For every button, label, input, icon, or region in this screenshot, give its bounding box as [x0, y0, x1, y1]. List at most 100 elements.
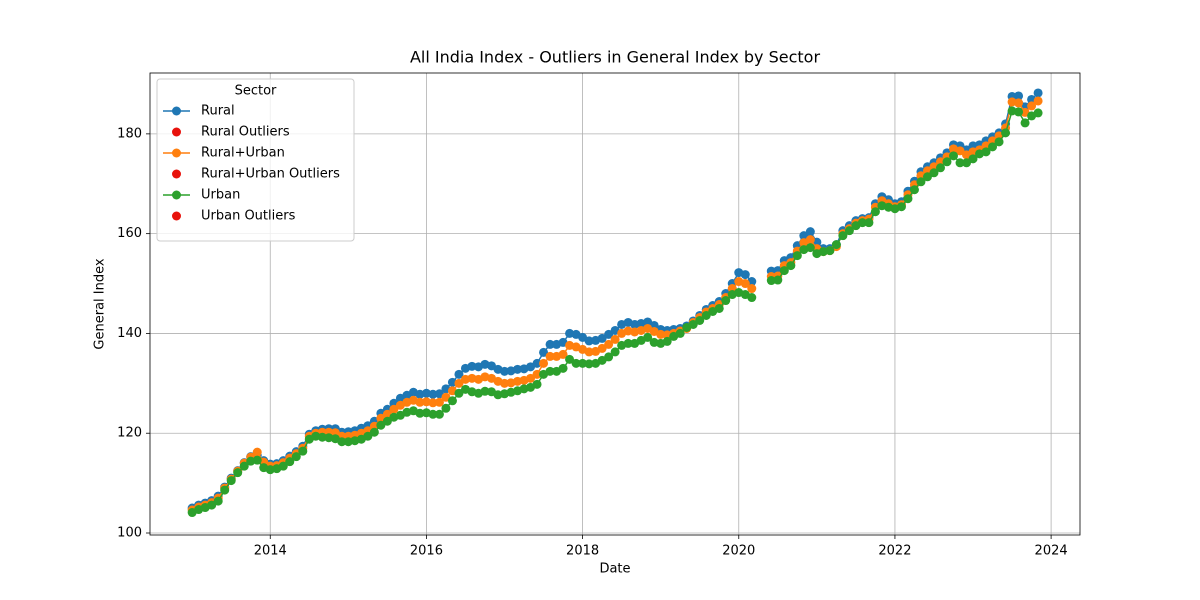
point	[1033, 88, 1043, 98]
point	[805, 235, 815, 245]
point	[949, 151, 959, 161]
point	[740, 279, 750, 289]
point	[207, 500, 217, 510]
point	[285, 457, 295, 467]
point	[226, 476, 236, 486]
point	[792, 251, 802, 261]
point	[1033, 96, 1043, 106]
point	[962, 158, 972, 168]
point	[799, 231, 809, 241]
point	[747, 293, 757, 303]
point	[929, 168, 939, 178]
point	[291, 452, 301, 462]
y-tick-label: 160	[117, 226, 142, 241]
legend-label: Rural Outliers	[201, 125, 290, 140]
point	[1020, 118, 1030, 128]
legend-box	[156, 78, 355, 242]
point	[220, 485, 230, 495]
legend-marker	[172, 190, 181, 200]
point	[415, 408, 425, 418]
legend-marker	[172, 169, 181, 179]
point	[1033, 108, 1043, 118]
point	[981, 147, 991, 157]
point	[740, 270, 750, 280]
legend-label: Urban Outliers	[201, 209, 296, 224]
point	[896, 202, 906, 212]
point	[942, 157, 952, 167]
point	[922, 172, 932, 182]
point	[675, 328, 685, 338]
point	[988, 142, 998, 152]
point	[532, 369, 542, 379]
point	[1014, 107, 1024, 117]
y-axis-label: General Index	[93, 258, 108, 349]
point	[526, 373, 536, 383]
point	[454, 369, 464, 379]
legend-label: Rural	[201, 104, 235, 119]
plot-frame	[149, 72, 1081, 536]
point	[721, 296, 731, 306]
chart-title: All India Index - Outliers in General In…	[410, 48, 821, 67]
x-tick-label: 2020	[722, 544, 755, 559]
point	[428, 409, 438, 419]
point	[656, 329, 666, 339]
point	[695, 315, 705, 325]
point	[571, 358, 581, 368]
point	[545, 339, 555, 349]
point	[213, 496, 223, 506]
x-tick-label: 2018	[566, 544, 599, 559]
point	[369, 427, 379, 437]
point	[1014, 91, 1024, 101]
point	[597, 343, 607, 353]
point	[578, 358, 588, 368]
point	[252, 455, 262, 465]
point	[805, 227, 815, 237]
point	[916, 177, 926, 187]
point	[968, 154, 978, 164]
point	[532, 358, 542, 368]
point	[955, 146, 965, 156]
legend-label: Rural+Urban	[201, 146, 285, 161]
point	[500, 366, 510, 376]
point	[604, 329, 614, 339]
point	[565, 354, 575, 364]
point	[610, 334, 620, 344]
point	[773, 275, 783, 285]
y-tick-label: 140	[117, 326, 142, 341]
point	[545, 366, 555, 376]
point	[604, 339, 614, 349]
point	[467, 361, 477, 371]
point	[389, 404, 399, 414]
point	[584, 347, 594, 357]
point	[779, 266, 789, 276]
point	[903, 194, 913, 204]
series	[187, 106, 1043, 518]
point	[480, 386, 490, 396]
legend-marker	[172, 148, 181, 158]
legend-label: Urban	[201, 188, 240, 203]
point	[857, 218, 867, 228]
point	[714, 303, 724, 313]
legend-label: Rural+Urban Outliers	[201, 167, 340, 182]
point	[597, 333, 607, 343]
point	[454, 378, 464, 388]
x-tick-label: 2022	[878, 544, 911, 559]
point	[239, 461, 249, 471]
point	[513, 364, 523, 374]
point	[337, 437, 347, 447]
point	[604, 352, 614, 362]
point	[298, 446, 308, 456]
point	[376, 420, 386, 430]
x-tick-label: 2016	[410, 544, 443, 559]
point	[831, 240, 841, 250]
point	[500, 378, 510, 388]
point	[643, 332, 653, 342]
point	[532, 379, 542, 389]
point	[428, 389, 438, 399]
point	[539, 347, 549, 357]
point	[909, 185, 919, 195]
x-tick-label: 2024	[1035, 544, 1068, 559]
point	[434, 409, 444, 419]
legend-marker	[172, 106, 181, 116]
point	[441, 403, 451, 413]
